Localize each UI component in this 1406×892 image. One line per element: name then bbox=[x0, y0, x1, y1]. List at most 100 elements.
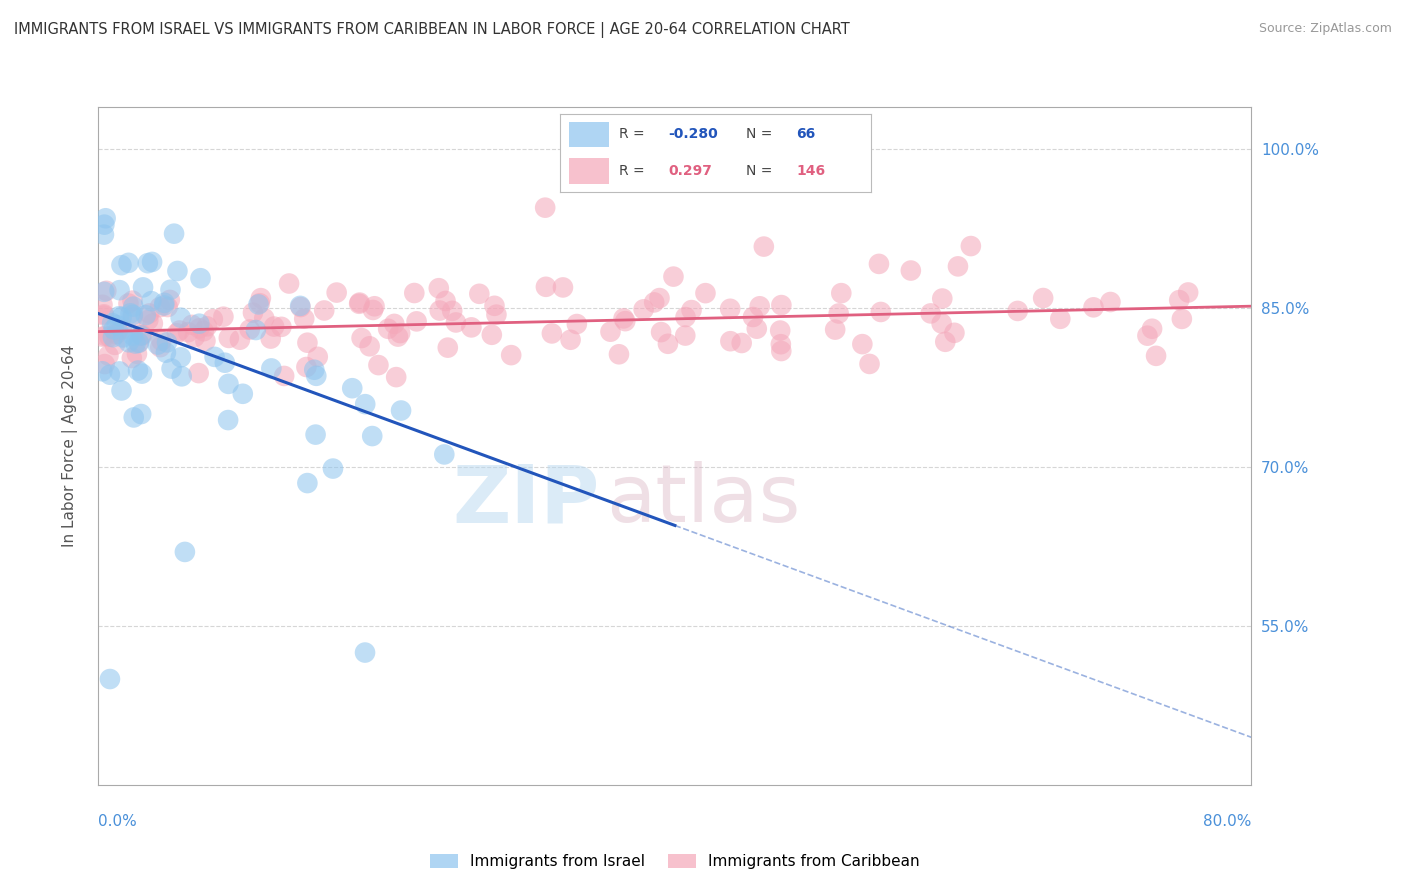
Point bbox=[97, 349, 120, 363]
Point bbox=[943, 326, 966, 340]
Point bbox=[920, 306, 942, 320]
Point bbox=[118, 335, 141, 350]
Point bbox=[270, 319, 292, 334]
Point bbox=[170, 369, 193, 384]
Point bbox=[91, 298, 114, 312]
Point bbox=[960, 239, 983, 253]
Point bbox=[93, 227, 115, 242]
Point bbox=[232, 386, 254, 401]
Point bbox=[108, 310, 131, 324]
Text: 0.0%: 0.0% bbox=[98, 814, 138, 829]
Point bbox=[181, 318, 204, 332]
Point bbox=[304, 363, 326, 377]
Point bbox=[177, 325, 200, 339]
Point bbox=[121, 293, 143, 308]
Point bbox=[142, 317, 165, 331]
Point bbox=[93, 285, 115, 299]
Point bbox=[1083, 301, 1105, 315]
Text: Source: ZipAtlas.com: Source: ZipAtlas.com bbox=[1258, 22, 1392, 36]
Point bbox=[367, 358, 389, 372]
Point bbox=[673, 328, 696, 343]
Y-axis label: In Labor Force | Age 20-64: In Labor Force | Age 20-64 bbox=[62, 345, 77, 547]
Point bbox=[541, 326, 564, 341]
Point bbox=[129, 407, 152, 421]
Point bbox=[127, 363, 149, 377]
Point bbox=[946, 260, 969, 274]
Point bbox=[146, 337, 169, 351]
Point bbox=[534, 280, 557, 294]
Point bbox=[98, 368, 121, 382]
Point bbox=[156, 300, 179, 314]
Point bbox=[633, 302, 655, 317]
Point bbox=[131, 367, 153, 381]
Point bbox=[141, 255, 163, 269]
Point bbox=[94, 329, 117, 343]
Point bbox=[218, 331, 240, 345]
Point bbox=[900, 263, 922, 277]
Point bbox=[245, 323, 267, 337]
Point bbox=[1171, 312, 1194, 326]
Point bbox=[188, 321, 211, 335]
Text: IMMIGRANTS FROM ISRAEL VS IMMIGRANTS FROM CARIBBEAN IN LABOR FORCE | AGE 20-64 C: IMMIGRANTS FROM ISRAEL VS IMMIGRANTS FRO… bbox=[14, 22, 849, 38]
Point bbox=[304, 427, 326, 442]
Point bbox=[325, 285, 347, 300]
Point bbox=[718, 301, 741, 316]
Point bbox=[91, 364, 114, 378]
Point bbox=[599, 325, 621, 339]
Point bbox=[745, 321, 768, 335]
Point bbox=[297, 335, 319, 350]
Point bbox=[613, 311, 636, 326]
Point bbox=[125, 347, 148, 361]
Text: ZIP: ZIP bbox=[453, 461, 600, 540]
Point bbox=[1099, 295, 1122, 310]
Point bbox=[1007, 304, 1029, 318]
Point bbox=[120, 306, 142, 320]
Point bbox=[122, 310, 145, 324]
Point bbox=[239, 322, 262, 336]
Point bbox=[389, 326, 412, 340]
Point bbox=[297, 476, 319, 491]
Point bbox=[229, 333, 252, 347]
Point bbox=[769, 324, 792, 338]
Point bbox=[830, 286, 852, 301]
Point bbox=[1144, 349, 1167, 363]
Point bbox=[648, 291, 671, 305]
Point bbox=[828, 306, 851, 320]
Point bbox=[166, 264, 188, 278]
Point bbox=[868, 257, 890, 271]
Point bbox=[361, 429, 384, 443]
Point bbox=[650, 325, 672, 339]
Point bbox=[153, 295, 176, 310]
Point bbox=[869, 305, 891, 319]
Point bbox=[342, 381, 364, 395]
Point bbox=[104, 338, 127, 352]
Point bbox=[170, 310, 193, 325]
Point bbox=[169, 324, 191, 338]
Point bbox=[135, 308, 157, 322]
Point bbox=[354, 646, 377, 660]
Point bbox=[662, 269, 685, 284]
Point bbox=[314, 303, 336, 318]
Point bbox=[195, 319, 218, 334]
Point bbox=[354, 397, 377, 411]
Point bbox=[350, 331, 373, 345]
Point bbox=[377, 322, 399, 336]
Point bbox=[214, 356, 236, 370]
Point bbox=[117, 296, 139, 310]
Point bbox=[851, 337, 873, 351]
Point bbox=[427, 281, 450, 295]
Point bbox=[112, 330, 135, 344]
Point bbox=[160, 361, 183, 376]
Point bbox=[1049, 311, 1071, 326]
Point bbox=[93, 309, 115, 323]
Point bbox=[217, 413, 239, 427]
Point bbox=[111, 322, 134, 336]
Point bbox=[174, 545, 197, 559]
Point bbox=[149, 340, 172, 354]
Point bbox=[404, 285, 426, 300]
Point bbox=[194, 334, 217, 348]
Point bbox=[131, 328, 153, 343]
Point bbox=[481, 327, 503, 342]
Point bbox=[94, 211, 117, 226]
Point bbox=[217, 376, 239, 391]
